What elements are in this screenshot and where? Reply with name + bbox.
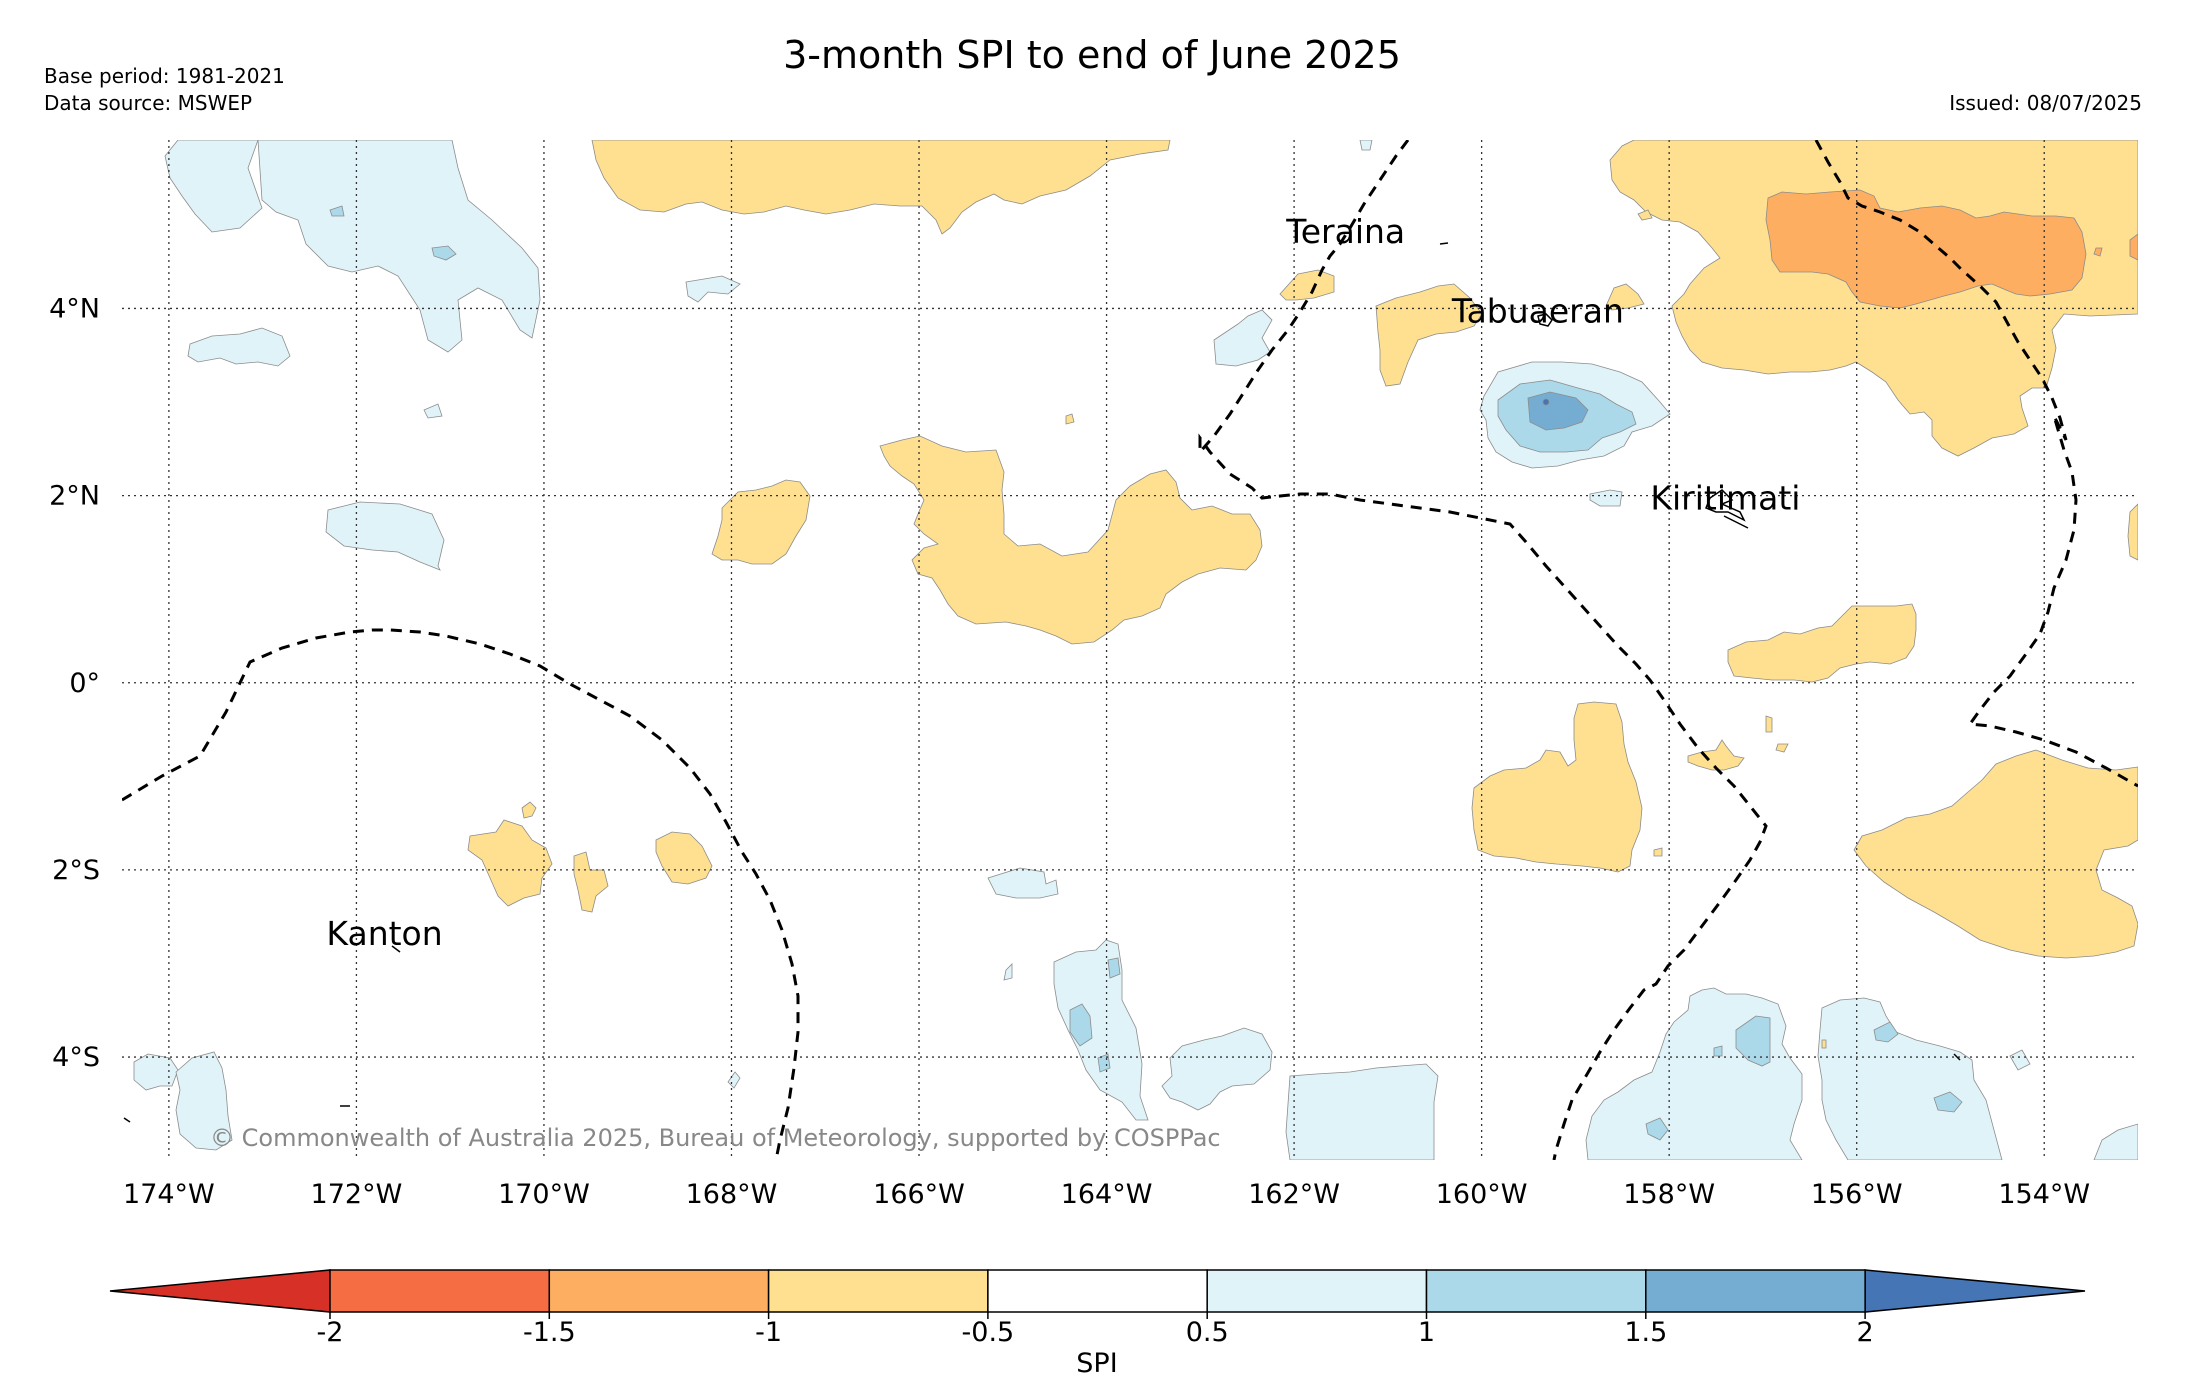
colorbar-tick-label: 2: [1857, 1317, 1874, 1348]
place-labels: Teraina Tabuaeran Kiritimati Kanton: [326, 212, 1800, 953]
latitude-tick-label: 2°N: [49, 481, 100, 512]
colorbar-tick-label: -1: [755, 1317, 782, 1348]
colorbar-bin: [1645, 1269, 1866, 1313]
eez-boundary-line-islands-east: [1814, 140, 2138, 788]
longitude-tick-label: 162°W: [1248, 1179, 1340, 1210]
spi-colorbar: -2 -1.5 -1 -0.5 0.5 1 1.5 2 SPI: [109, 1269, 2086, 1379]
longitude-tick-label: 154°W: [1998, 1179, 2090, 1210]
issued-date: Issued: 08/07/2025: [1949, 91, 2142, 115]
copyright-notice: © Commonwealth of Australia 2025, Bureau…: [210, 1124, 1221, 1152]
colorbar-bin: [1206, 1269, 1428, 1313]
colorbar-tick-label: 1.5: [1624, 1317, 1667, 1348]
longitude-tick-label: 156°W: [1811, 1179, 1903, 1210]
data-source-note: Data source: MSWEP: [44, 91, 252, 115]
colorbar-bin: [548, 1269, 770, 1313]
longitude-tick-label: 174°W: [123, 1179, 215, 1210]
spi-wet-1.5-2-areas: [1527, 391, 1589, 431]
longitude-tick-label: 170°W: [498, 1179, 590, 1210]
eez-boundaries: [122, 140, 2138, 1160]
colorbar-tick-label: -2: [317, 1317, 344, 1348]
island-west-coastline: [123, 1117, 131, 1123]
colorbar-tick-label: 0.5: [1186, 1317, 1229, 1348]
colorbar-bin: [767, 1269, 989, 1313]
spi-wet-0.5-1-areas: [133, 140, 2138, 1160]
place-label-tabuaeran: Tabuaeran: [1451, 291, 1624, 330]
teraina-coastline: [1439, 242, 1449, 245]
colorbar-bin: [329, 1269, 551, 1313]
place-label-teraina: Teraina: [1285, 212, 1405, 251]
latitude-tick-label: 0°: [69, 668, 100, 699]
island-coastlines: [123, 242, 1961, 1123]
spi-anomaly-areas: [133, 140, 2138, 1160]
latitude-tick-label: 4°S: [52, 1042, 100, 1073]
longitude-tick-label: 172°W: [311, 1179, 403, 1210]
longitude-tick-labels: 174°W 172°W 170°W 168°W 166°W 164°W 162°W 160°W…: [123, 1179, 2090, 1210]
kiritimati-coastline: [1705, 489, 1749, 529]
spi-dry-1-1.5-areas: [1765, 189, 2138, 309]
latitude-tick-label: 2°S: [52, 855, 100, 886]
eez-boundary-line-islands-west: [1198, 140, 1768, 1160]
longitude-tick-label: 158°W: [1623, 1179, 1715, 1210]
island-se-coastline: [1953, 1053, 1961, 1061]
colorbar-tick-label: -1.5: [523, 1317, 576, 1348]
place-label-kiritimati: Kiritimati: [1650, 479, 1800, 518]
longitude-tick-label: 160°W: [1436, 1179, 1528, 1210]
colorbar-extend-low: [109, 1269, 331, 1313]
colorbar-extend-high: [1864, 1269, 2086, 1313]
colorbar-tick-label: 1: [1418, 1317, 1435, 1348]
colorbar-bin: [987, 1269, 1208, 1313]
colorbar-bin: [1425, 1269, 1647, 1313]
tabuaeran-coastline: [1537, 313, 1553, 327]
colorbar-label: SPI: [1076, 1348, 1117, 1379]
place-label-kanton: Kanton: [326, 914, 442, 953]
latitude-tick-label: 4°N: [49, 293, 100, 324]
latitude-tick-labels: 4°N 2°N 0° 2°S 4°S: [49, 293, 100, 1073]
longitude-tick-label: 164°W: [1061, 1179, 1153, 1210]
figure-title: 3-month SPI to end of June 2025: [783, 33, 1401, 77]
longitude-tick-label: 166°W: [873, 1179, 965, 1210]
colorbar-tick-label: -0.5: [962, 1317, 1015, 1348]
map-panel: Teraina Tabuaeran Kiritimati Kanton © Commo…: [49, 140, 2138, 1210]
longitude-tick-label: 168°W: [686, 1179, 778, 1210]
kanton-coastline: [391, 945, 401, 953]
base-period-note: Base period: 1981-2021: [44, 64, 285, 88]
graticule: [122, 140, 2138, 1160]
